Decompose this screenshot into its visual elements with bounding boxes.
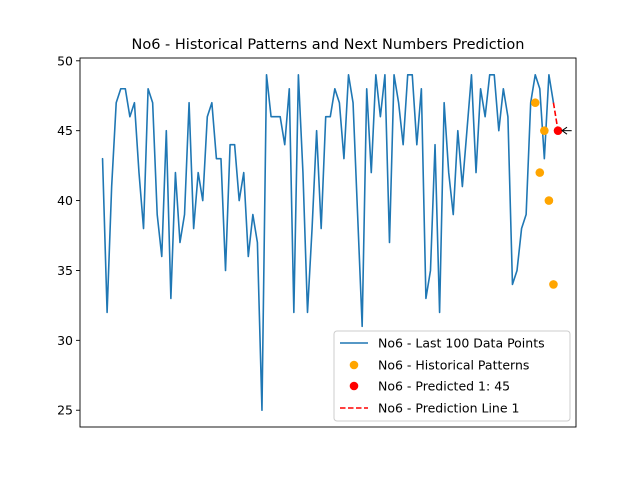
y-tick-label: 40 xyxy=(57,193,73,208)
pattern-point-1 xyxy=(535,168,545,177)
prediction-line-1 xyxy=(552,102,559,131)
y-tick-label: 30 xyxy=(57,333,73,348)
y-tick-label: 45 xyxy=(57,123,73,138)
y-tick-label: 25 xyxy=(57,403,73,418)
legend-label: No6 - Last 100 Data Points xyxy=(378,336,545,351)
legend-box xyxy=(333,330,571,422)
legend-label: No6 - Historical Patterns xyxy=(378,358,529,373)
legend-swatch-marker xyxy=(349,360,359,370)
legend-swatch-marker xyxy=(349,381,359,391)
pattern-point-0 xyxy=(530,98,540,108)
legend-label: No6 - Predicted 1: 45 xyxy=(378,379,510,394)
plot-series-group xyxy=(101,73,563,412)
annotation-arrow-head xyxy=(561,126,568,135)
chart-title: No6 - Historical Patterns and Next Numbe… xyxy=(132,37,525,53)
legend: No6 - Last 100 Data Points No6 - Historic… xyxy=(333,330,571,422)
series-line-last-100 xyxy=(101,73,555,412)
predicted-point-0 xyxy=(553,126,563,135)
y-tick-label: 35 xyxy=(57,263,73,278)
axes-frame xyxy=(79,57,577,428)
axes-layer: 25 30 35 40 45 50 xyxy=(57,53,577,428)
pattern-point-3 xyxy=(544,196,554,205)
data-layer xyxy=(101,73,572,412)
legend-label: No6 - Prediction Line 1 xyxy=(378,401,519,416)
y-tick-label: 50 xyxy=(57,53,73,68)
pattern-point-2 xyxy=(540,126,549,135)
pattern-point-4 xyxy=(549,280,558,289)
